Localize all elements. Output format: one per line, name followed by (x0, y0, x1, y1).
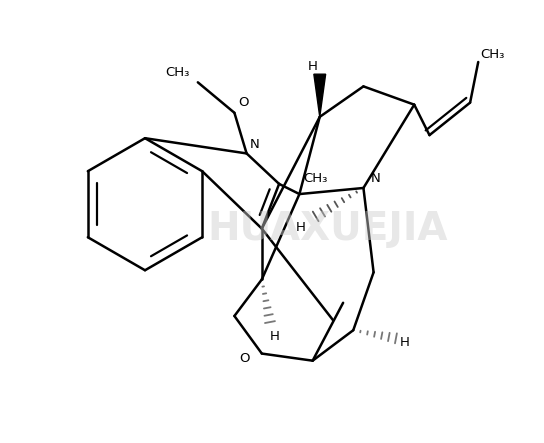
Text: H: H (307, 60, 318, 73)
Text: O: O (239, 352, 250, 365)
Text: H: H (400, 337, 410, 350)
Text: CH₃: CH₃ (304, 172, 328, 185)
Polygon shape (314, 74, 326, 117)
Text: N: N (370, 172, 380, 185)
Text: CH₃: CH₃ (480, 48, 505, 61)
Text: HUAXUEJIA: HUAXUEJIA (207, 210, 448, 249)
Text: CH₃: CH₃ (165, 66, 190, 79)
Text: H: H (295, 221, 305, 233)
Text: O: O (238, 96, 249, 109)
Text: H: H (270, 330, 280, 343)
Text: N: N (250, 138, 259, 152)
